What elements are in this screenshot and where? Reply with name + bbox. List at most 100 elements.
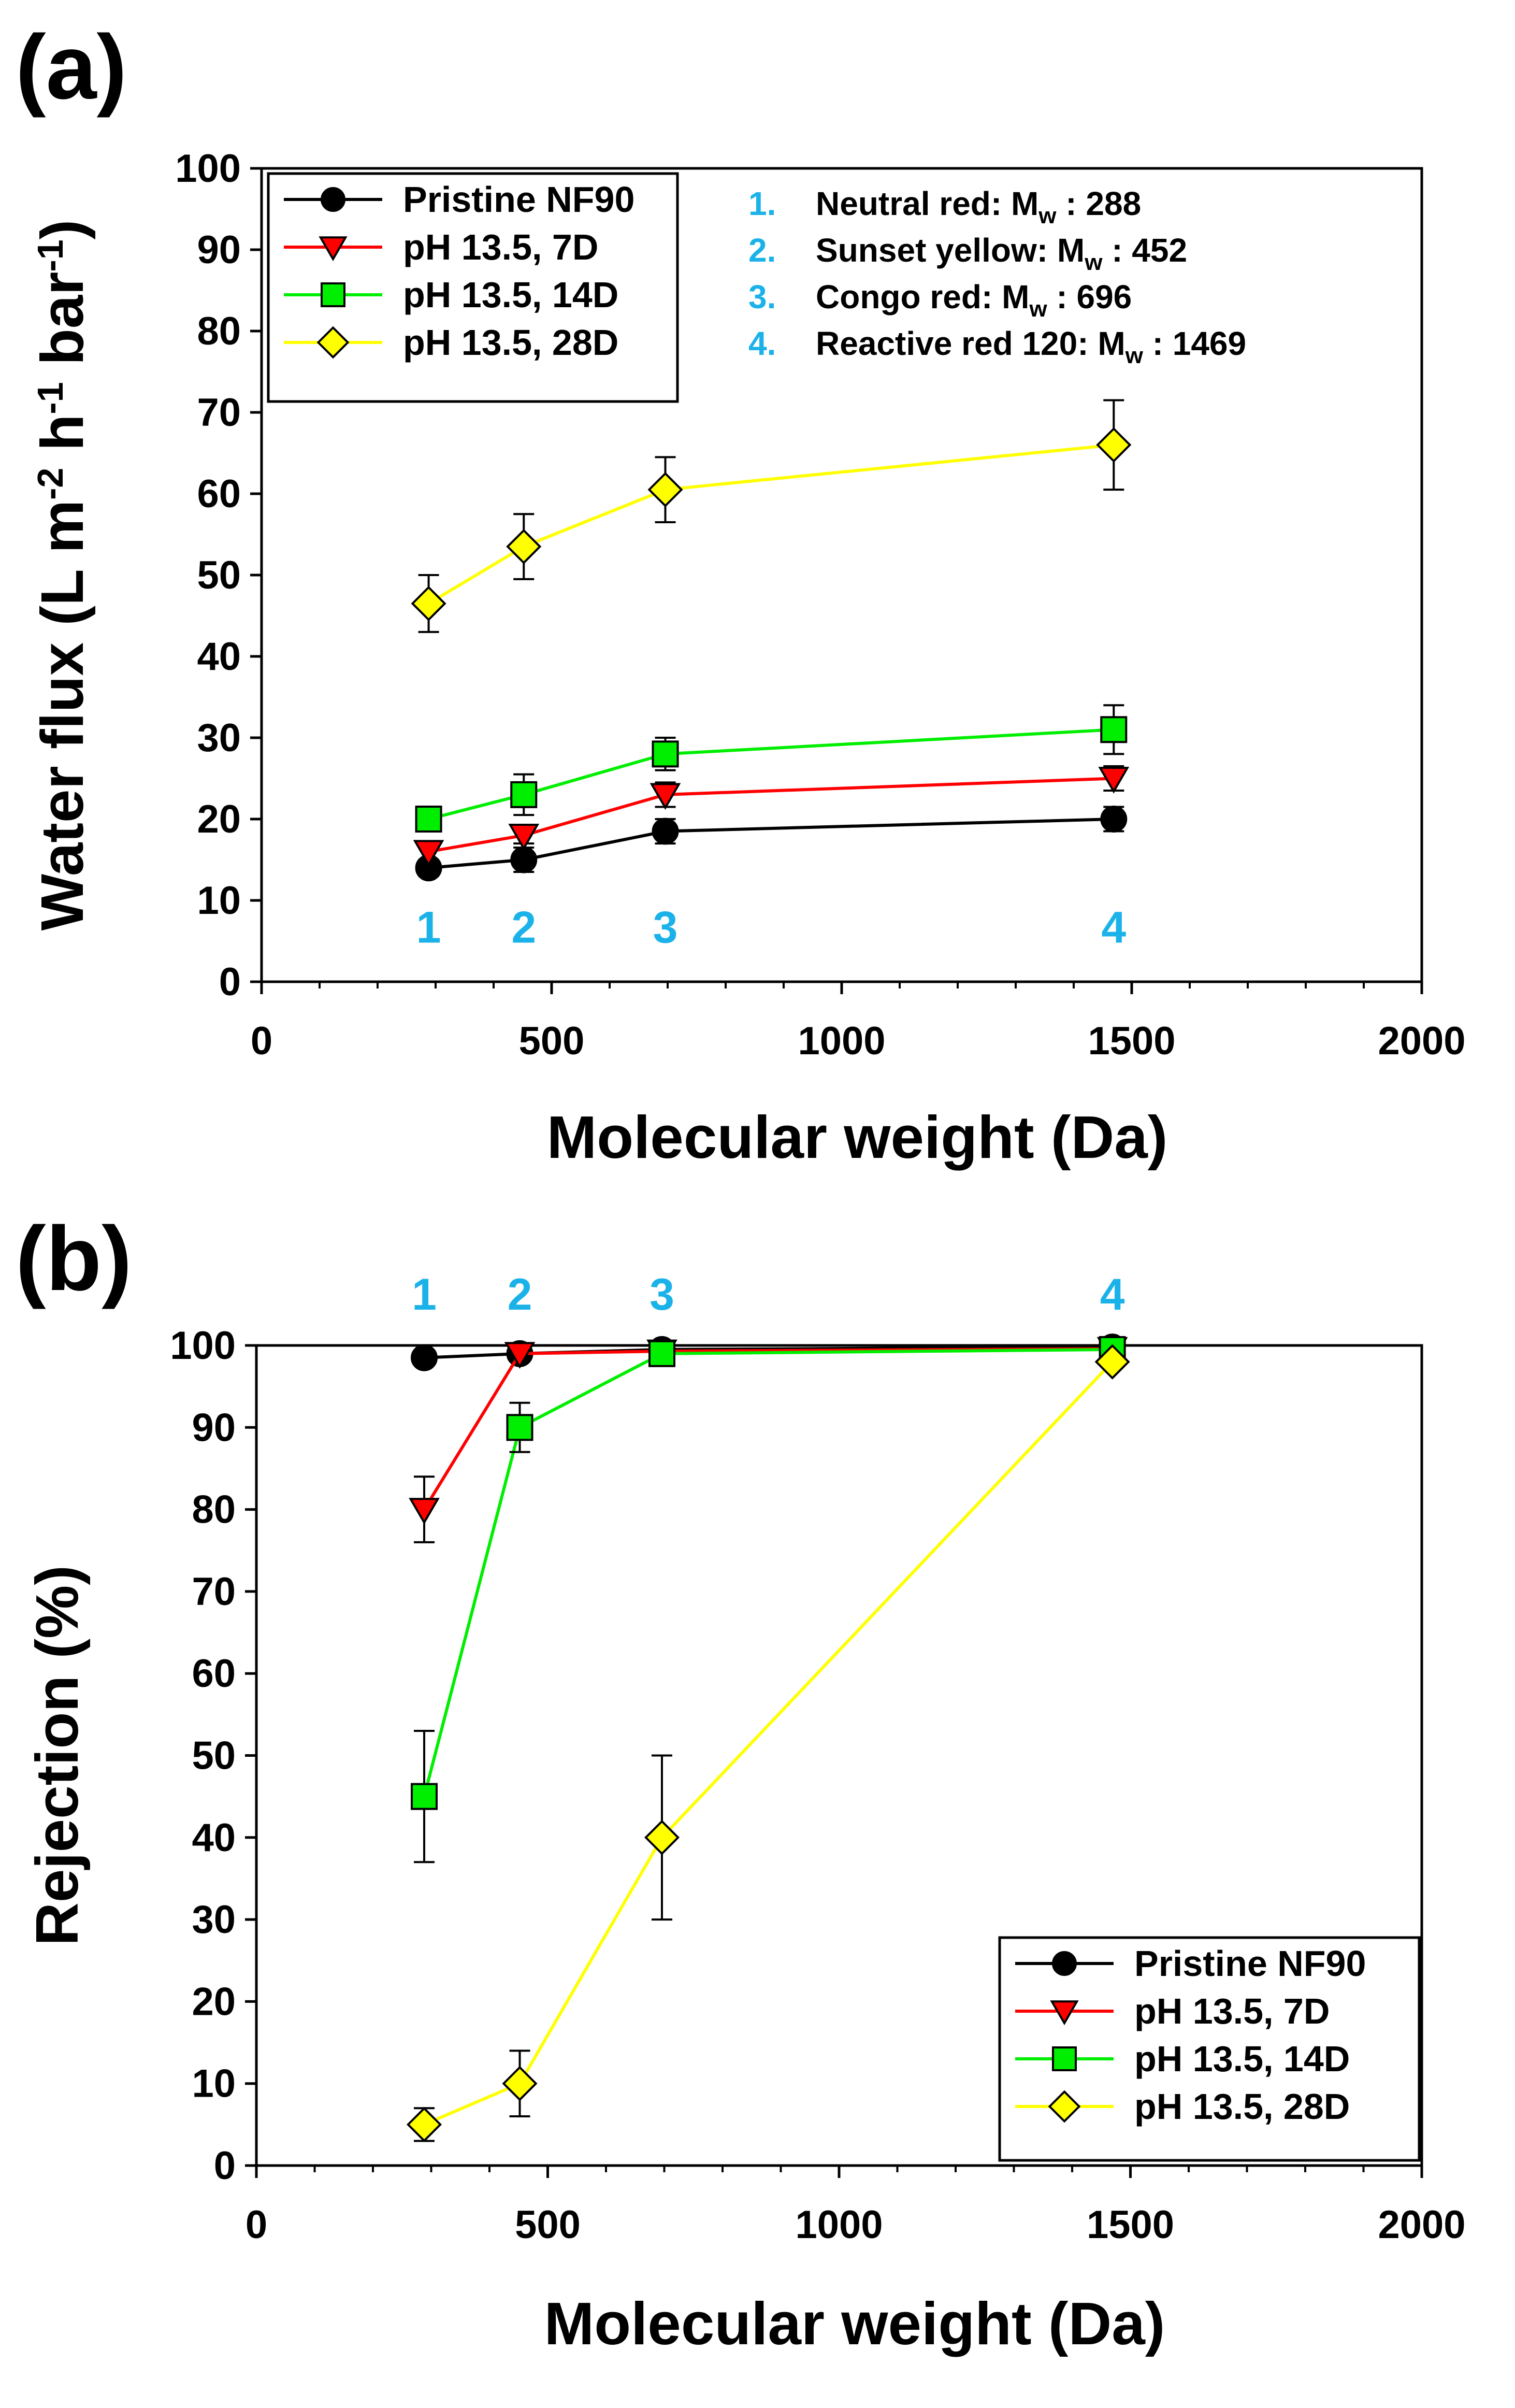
y-tick-label: 30 xyxy=(197,716,241,760)
y-tick-label: 70 xyxy=(197,391,241,435)
dye-legend-text: Neutral red: Mw : 288 xyxy=(816,185,1141,228)
data-point xyxy=(652,740,679,768)
series-3 xyxy=(406,1344,1130,2142)
series-line xyxy=(423,1347,1113,1511)
dye-name: Neutral red: M xyxy=(816,185,1038,222)
y-tick-label: 0 xyxy=(219,960,241,1004)
panel-label: (b) xyxy=(16,1208,132,1310)
legend-marker xyxy=(1052,1951,1077,1976)
y-tick-label: 50 xyxy=(192,1734,236,1778)
point-number-label: 1 xyxy=(416,902,441,952)
x-tick-label: 2000 xyxy=(1378,2203,1465,2247)
legend: Pristine NF90 pH 13.5, 7D pH 13.5, 14D pH 1… xyxy=(998,1936,1421,2162)
legend-marker xyxy=(1052,2046,1077,2071)
x-tick-label: 1000 xyxy=(795,2203,883,2247)
data-point xyxy=(411,1783,438,1810)
y-tick-label: 20 xyxy=(197,797,241,841)
data-point xyxy=(652,818,679,845)
dye-value: : 696 xyxy=(1047,278,1132,316)
series-line xyxy=(428,777,1114,853)
data-point xyxy=(411,585,446,621)
y-tick-label: 90 xyxy=(197,228,241,272)
y-title-part: Water flux (L m xyxy=(28,500,96,930)
dye-subscript: w xyxy=(1084,250,1103,275)
data-point xyxy=(648,1340,675,1367)
legend-label: Pristine NF90 xyxy=(1134,1943,1366,1984)
dye-value: : 452 xyxy=(1102,232,1187,269)
point-number-label: 2 xyxy=(508,1270,532,1320)
series-1 xyxy=(413,765,1130,867)
legend-label: pH 13.5, 7D xyxy=(1134,1991,1330,2031)
series-line xyxy=(423,1348,1113,1797)
legend-label: pH 13.5, 28D xyxy=(1134,2086,1350,2127)
y-title-part: h xyxy=(28,414,96,468)
legend-marker xyxy=(321,187,345,212)
y-title-superscript: -1 xyxy=(30,239,70,271)
dye-subscript: w xyxy=(1038,203,1057,228)
dye-name: Reactive red 120: M xyxy=(816,325,1126,362)
data-point xyxy=(1100,806,1128,833)
y-tick-label: 70 xyxy=(192,1570,236,1614)
data-point xyxy=(644,1819,680,1855)
y-tick-label: 100 xyxy=(175,147,241,191)
x-tick-label: 1500 xyxy=(1088,1019,1175,1063)
legend-marker xyxy=(1048,2090,1081,2123)
data-point xyxy=(506,529,542,565)
legend-marker xyxy=(319,236,348,262)
y-title-part: ) xyxy=(28,220,96,240)
dye-legend-number: 2. xyxy=(748,232,776,269)
data-point xyxy=(506,1414,533,1441)
y-tick-label: 80 xyxy=(197,309,241,353)
legend-marker xyxy=(1050,2000,1079,2026)
dye-legend-text: Sunset yellow: Mw : 452 xyxy=(816,232,1187,275)
dye-value: : 1469 xyxy=(1143,325,1246,362)
y-tick-label: 60 xyxy=(197,472,241,516)
series-line xyxy=(428,818,1114,870)
y-title-superscript: -1 xyxy=(30,382,70,414)
data-point xyxy=(1094,1344,1130,1380)
series-2 xyxy=(415,704,1128,833)
data-point xyxy=(504,1342,536,1369)
y-tick-label: 80 xyxy=(192,1488,236,1532)
y-title-part: Rejection (%) xyxy=(23,1565,91,1946)
data-point xyxy=(510,781,538,808)
dye-subscript: w xyxy=(1125,343,1144,368)
data-point xyxy=(1096,427,1132,463)
x-tick-label: 1500 xyxy=(1087,2203,1174,2247)
data-point xyxy=(1098,767,1130,794)
dye-legend-text: Reactive red 120: Mw : 1469 xyxy=(816,325,1246,368)
dye-value: : 288 xyxy=(1057,185,1142,222)
series-2 xyxy=(411,1336,1126,1864)
y-tick-label: 10 xyxy=(192,2062,236,2106)
data-point xyxy=(406,2106,442,2142)
x-tick-label: 500 xyxy=(519,1019,585,1063)
dye-legend-text: Congo red: Mw : 696 xyxy=(816,278,1132,322)
y-tick-label: 30 xyxy=(192,1898,236,1942)
legend-marker xyxy=(321,282,345,307)
legend-label: pH 13.5, 14D xyxy=(403,275,618,315)
series-line xyxy=(428,443,1114,605)
x-tick-label: 1000 xyxy=(798,1019,885,1063)
y-tick-label: 0 xyxy=(214,2144,236,2188)
legend: Pristine NF90 pH 13.5, 7D pH 13.5, 14D pH 1… xyxy=(267,172,679,403)
y-title-part: bar xyxy=(28,272,96,382)
data-point xyxy=(1100,716,1128,743)
data-point xyxy=(647,472,683,508)
y-axis-title: Water flux (L m-2 h-1 bar-1) xyxy=(28,220,96,931)
dye-legend-number: 1. xyxy=(748,185,776,222)
x-axis-title: Molecular weight (Da) xyxy=(547,1103,1168,1171)
legend-label: pH 13.5, 7D xyxy=(403,227,598,267)
series-line xyxy=(423,1360,1114,2126)
data-point xyxy=(650,783,681,810)
y-tick-label: 50 xyxy=(197,553,241,597)
series-line xyxy=(428,728,1114,821)
point-number-label: 4 xyxy=(1101,902,1126,952)
data-point xyxy=(510,846,538,873)
y-tick-label: 10 xyxy=(197,879,241,923)
y-tick-label: 40 xyxy=(192,1816,236,1860)
y-tick-label: 100 xyxy=(170,1324,236,1368)
